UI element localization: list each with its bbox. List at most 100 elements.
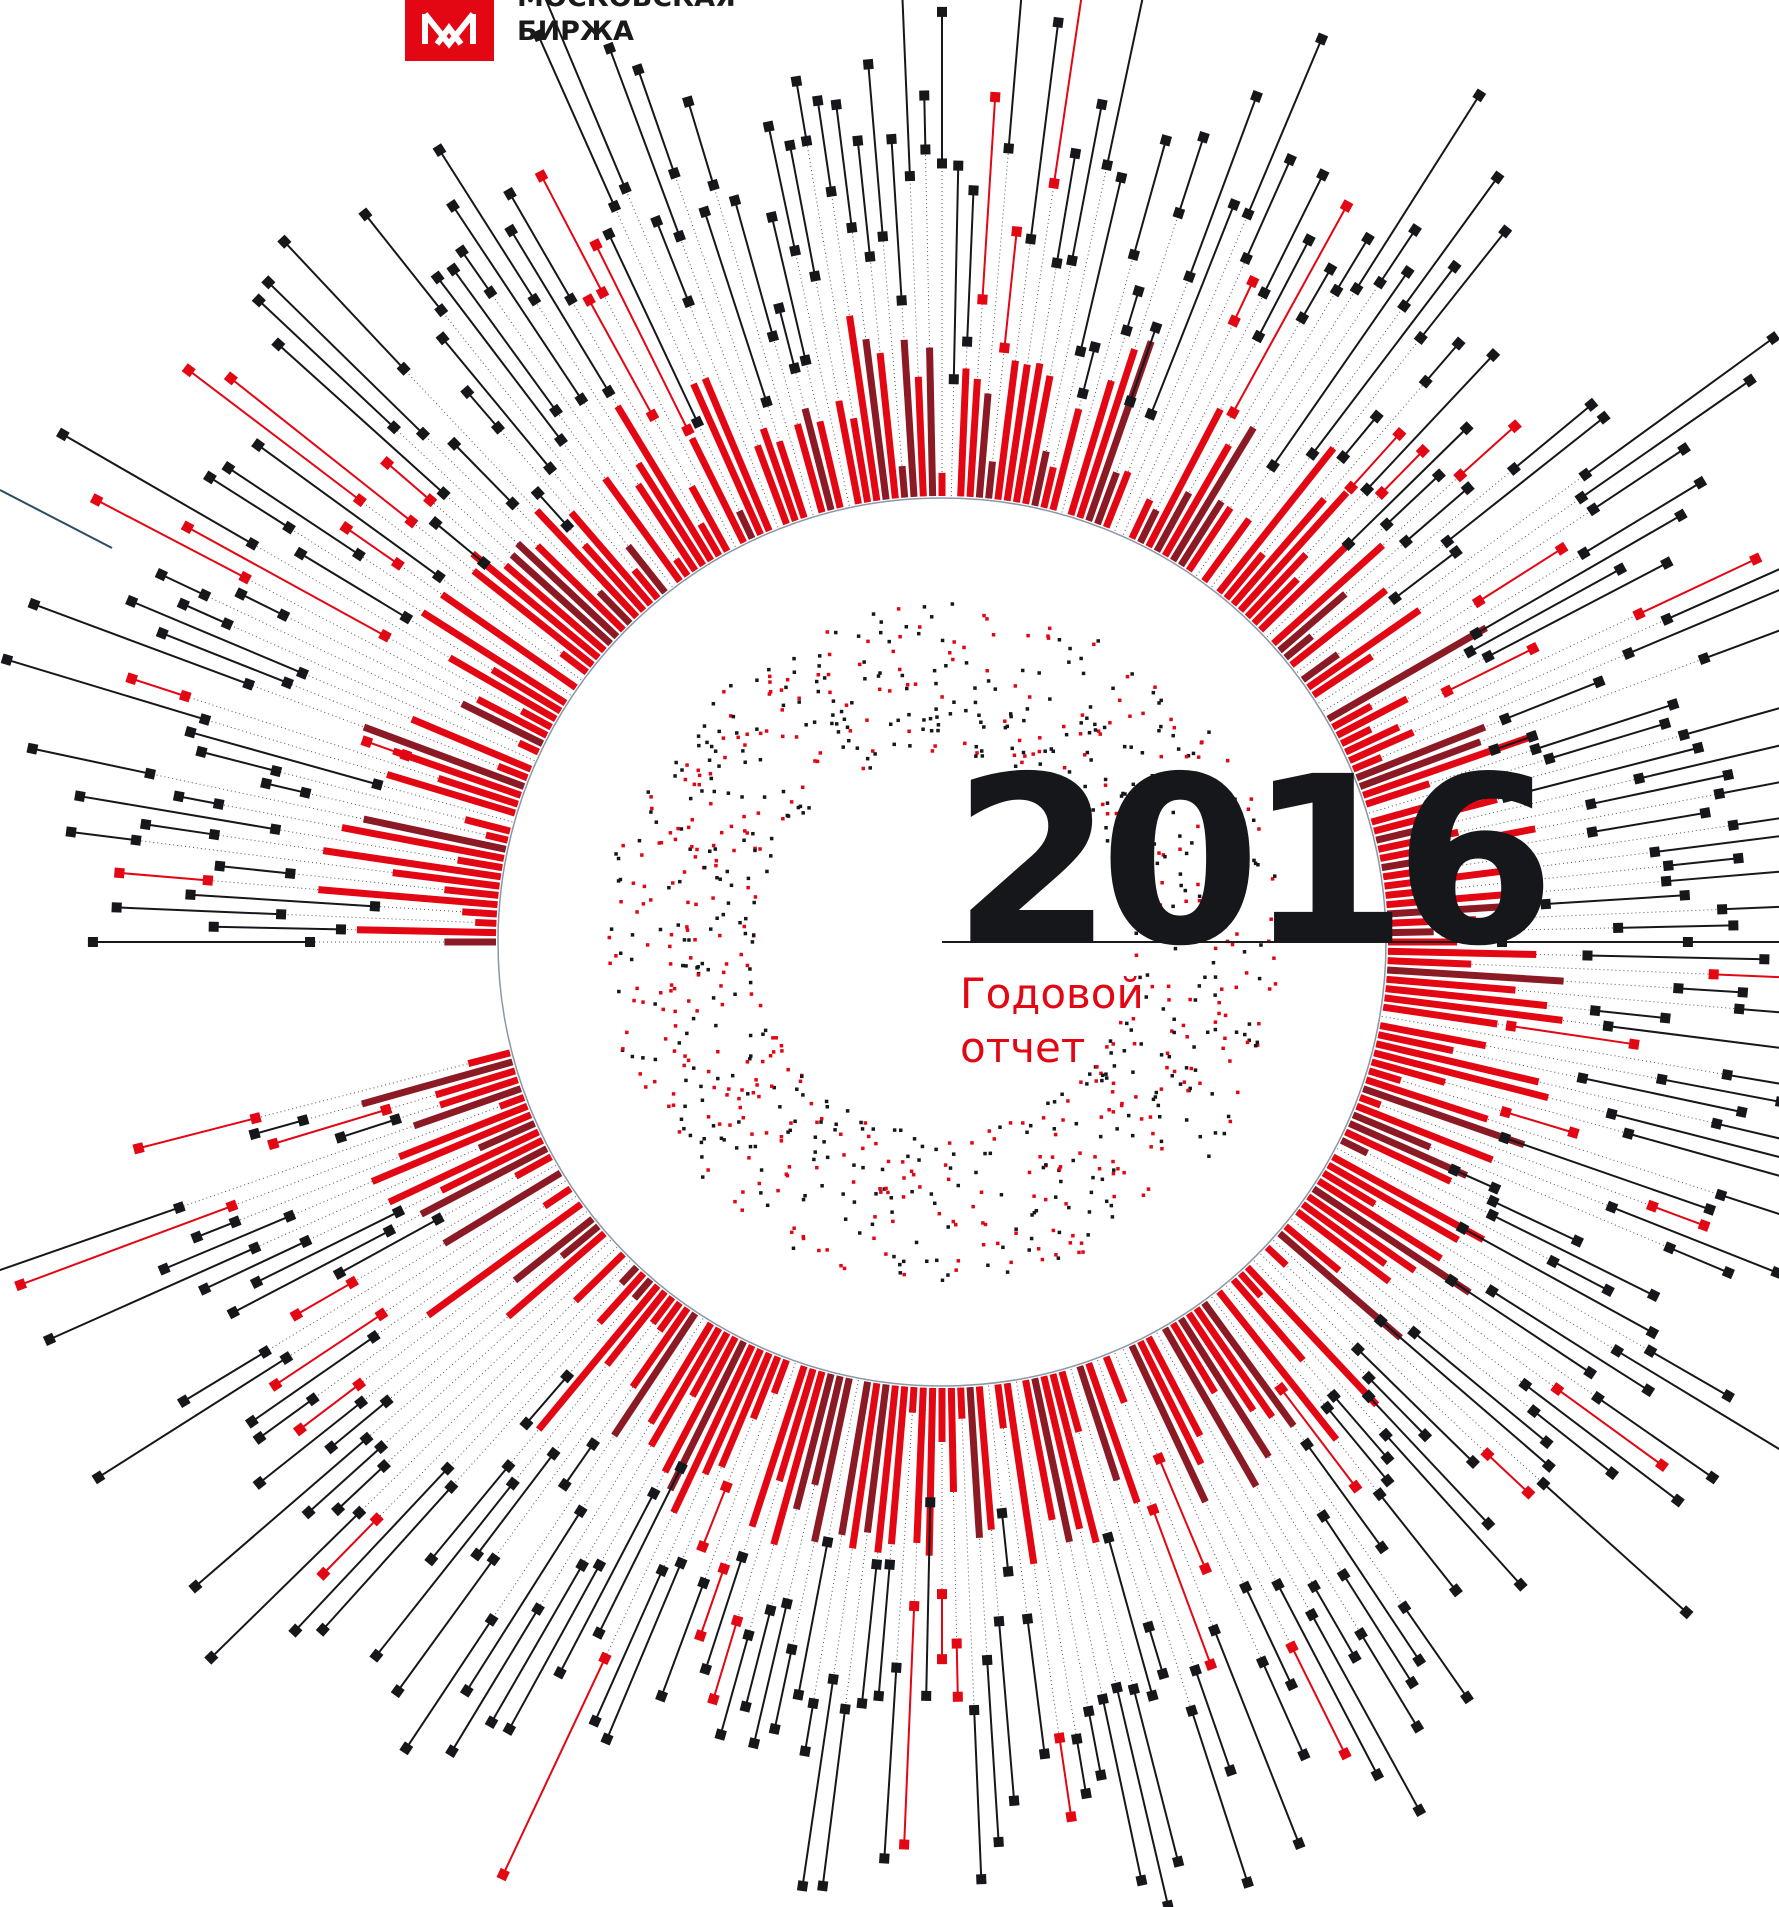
- dot: [1201, 780, 1205, 785]
- dot: [878, 671, 882, 675]
- lollipop: [1590, 773, 1729, 806]
- dot: [1272, 874, 1277, 878]
- lollipop-end: [1226, 405, 1240, 420]
- lollipop-end: [1224, 1764, 1237, 1777]
- dot: [1098, 732, 1102, 736]
- bar: [515, 540, 620, 640]
- lollipop-end: [27, 597, 41, 611]
- dotted-spoke: [489, 291, 688, 577]
- lollipop: [1666, 870, 1779, 883]
- bar: [425, 1201, 584, 1319]
- dot: [661, 1007, 665, 1012]
- dot: [1103, 783, 1108, 787]
- dot: [1197, 899, 1202, 903]
- dot: [676, 826, 680, 831]
- lollipop-end: [1490, 170, 1505, 185]
- dot: [755, 727, 759, 731]
- dot: [711, 702, 716, 706]
- bar: [1295, 1208, 1392, 1285]
- lollipop-end: [575, 1558, 589, 1573]
- dot: [1184, 1118, 1189, 1122]
- lollipop-end: [817, 1880, 829, 1892]
- dot: [654, 820, 659, 824]
- lollipop: [97, 1357, 287, 1479]
- lollipop-end: [288, 1623, 303, 1638]
- dot: [1227, 818, 1232, 822]
- bar: [1373, 1049, 1549, 1102]
- dot: [1267, 987, 1272, 991]
- dot: [943, 1163, 948, 1167]
- dot: [1218, 797, 1222, 801]
- lollipop: [1101, 1698, 1143, 1881]
- dotted-spoke: [1380, 793, 1720, 859]
- lollipop-end: [1574, 490, 1589, 505]
- lollipop: [856, 140, 871, 257]
- dot: [714, 863, 718, 868]
- dot: [779, 1043, 784, 1048]
- dotted-spoke: [358, 1211, 588, 1385]
- bar: [477, 1120, 536, 1152]
- dot: [614, 852, 618, 856]
- dot: [754, 1078, 758, 1082]
- bar: [386, 771, 517, 817]
- lollipop-end: [1305, 446, 1320, 461]
- dot: [929, 728, 934, 733]
- dot: [1178, 834, 1182, 838]
- dot: [928, 716, 933, 721]
- lollipop: [821, 1708, 847, 1887]
- dot: [981, 1242, 986, 1247]
- dot: [641, 1000, 645, 1004]
- lollipop-end: [1405, 1675, 1419, 1690]
- lollipop: [1652, 1205, 1705, 1227]
- dot: [892, 1254, 896, 1259]
- lollipop-end: [459, 1683, 474, 1698]
- dot: [982, 613, 986, 618]
- bar: [1178, 499, 1225, 568]
- lollipop: [1638, 744, 1779, 780]
- dot: [641, 1056, 645, 1060]
- bar: [559, 650, 589, 676]
- dot: [1085, 814, 1090, 818]
- dot: [1009, 714, 1013, 719]
- dot: [1150, 773, 1155, 778]
- dot: [982, 725, 986, 729]
- dot: [625, 1030, 629, 1035]
- lollipop-end: [527, 292, 542, 307]
- dot: [1130, 894, 1134, 898]
- dot: [1159, 1139, 1164, 1144]
- dot: [748, 1033, 753, 1038]
- bar: [631, 567, 661, 601]
- lollipop-end: [1663, 1241, 1677, 1255]
- dot: [1093, 728, 1098, 732]
- bar: [1387, 957, 1472, 968]
- dot: [1152, 820, 1157, 825]
- dot: [1122, 1049, 1127, 1053]
- lollipop-end: [198, 713, 212, 726]
- dot: [1178, 1082, 1183, 1086]
- dot: [866, 639, 870, 644]
- bar: [534, 508, 640, 620]
- lollipop: [476, 1453, 555, 1556]
- lollipop-end: [925, 1497, 936, 1508]
- dotted-spoke: [988, 1385, 1003, 1514]
- bar: [1384, 866, 1514, 890]
- dot: [991, 633, 996, 637]
- dot: [1223, 1013, 1228, 1018]
- dotted-spoke: [385, 1070, 516, 1111]
- dot: [1170, 1074, 1174, 1078]
- dot: [1272, 956, 1276, 960]
- lollipop-end: [172, 1201, 186, 1214]
- dot: [800, 785, 805, 790]
- lollipop: [1524, 1383, 1679, 1502]
- dot: [828, 690, 832, 695]
- lollipop-end: [1613, 562, 1628, 576]
- dot: [807, 806, 811, 810]
- dot: [1218, 920, 1223, 925]
- lollipop-end: [440, 1461, 455, 1476]
- lollipop-end: [773, 302, 786, 315]
- dot: [971, 1204, 975, 1209]
- lollipop-end: [674, 1460, 688, 1475]
- dot: [1105, 801, 1110, 805]
- bar: [690, 382, 764, 536]
- dot: [1160, 880, 1164, 885]
